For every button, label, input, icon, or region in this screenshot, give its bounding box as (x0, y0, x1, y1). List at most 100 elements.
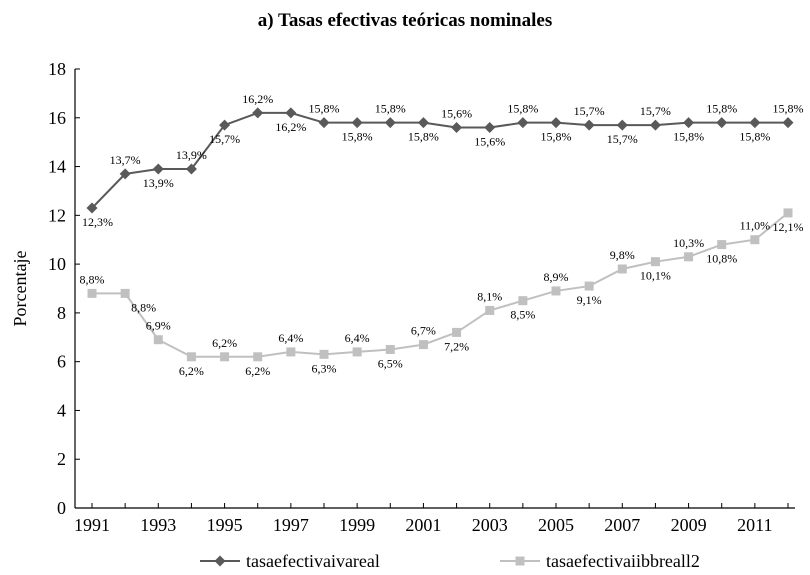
chart-title: a) Tasas efectivas teóricas nominales (257, 10, 553, 31)
data-label: 15,8% (773, 102, 804, 116)
data-point (418, 340, 428, 350)
data-point (550, 117, 562, 129)
series-line-1 (91, 111, 788, 209)
data-point (782, 117, 794, 129)
data-point (617, 264, 627, 274)
x-tick-label: 2009 (671, 515, 707, 535)
data-point (518, 296, 528, 306)
data-label: 6,9% (146, 319, 171, 333)
data-point (385, 344, 395, 354)
x-tick-label: 1999 (339, 515, 375, 535)
data-label: 15,8% (342, 130, 373, 144)
data-label: 15,8% (375, 102, 406, 116)
y-tick-label: 12 (48, 205, 66, 225)
data-label: 6,3% (312, 361, 337, 375)
data-label: 12,3% (82, 215, 113, 229)
data-point (186, 352, 196, 362)
data-label: 7,2% (444, 339, 469, 353)
data-label: 15,7% (574, 104, 605, 118)
data-label: 6,5% (378, 356, 403, 370)
data-point (87, 288, 97, 298)
data-point (683, 117, 695, 129)
legend-marker-2 (515, 556, 525, 566)
x-tick-label: 2005 (538, 515, 574, 535)
data-point (650, 257, 660, 267)
data-label: 8,1% (477, 289, 502, 303)
data-point (717, 240, 727, 250)
data-label: 10,8% (706, 252, 737, 266)
data-label: 9,1% (577, 293, 602, 307)
data-label: 15,7% (607, 132, 638, 146)
y-tick-label: 16 (48, 108, 66, 128)
y-tick-label: 2 (57, 449, 66, 469)
series-line-2 (92, 212, 789, 358)
data-point (417, 117, 429, 129)
data-point (319, 349, 329, 359)
data-label: 6,2% (245, 364, 270, 378)
data-label: 12,1% (773, 220, 804, 234)
data-point (716, 117, 728, 129)
data-point (153, 335, 163, 345)
data-label: 8,8% (80, 272, 105, 286)
data-label: 9,8% (610, 248, 635, 262)
x-tick-label: 1997 (273, 515, 309, 535)
x-tick-label: 2001 (405, 515, 441, 535)
data-point (649, 119, 661, 131)
legend-label-2: tasaefectivaiibbreall2 (546, 551, 700, 571)
data-label: 8,5% (510, 308, 535, 322)
data-point (783, 208, 793, 218)
data-label: 6,4% (345, 331, 370, 345)
data-point (616, 119, 628, 131)
data-label: 6,4% (278, 331, 303, 345)
data-label: 16,2% (275, 120, 306, 134)
x-tick-label: 1991 (74, 515, 110, 535)
data-label: 6,2% (212, 336, 237, 350)
data-point (86, 202, 98, 214)
data-label: 15,8% (673, 130, 704, 144)
data-point (484, 122, 496, 134)
data-point (351, 117, 363, 129)
y-tick-label: 0 (57, 498, 66, 518)
data-label: 15,8% (507, 102, 538, 116)
y-tick-label: 6 (57, 352, 66, 372)
data-label: 11,0% (740, 219, 771, 233)
data-point (219, 119, 231, 131)
y-tick-label: 4 (57, 400, 66, 420)
data-point (220, 352, 230, 362)
data-point (551, 286, 561, 296)
data-label: 15,7% (209, 132, 240, 146)
data-point (185, 163, 197, 175)
x-tick-label: 2011 (737, 515, 772, 535)
data-point (120, 288, 130, 298)
data-point (119, 168, 131, 180)
data-label: 15,6% (474, 135, 505, 149)
legend-label-1: tasaefectivaivareal (246, 551, 380, 571)
data-label: 13,9% (176, 148, 207, 162)
data-point (352, 347, 362, 357)
data-label: 15,6% (441, 107, 472, 121)
x-tick-label: 2003 (472, 515, 508, 535)
data-point (584, 281, 594, 291)
x-tick-label: 2007 (604, 515, 640, 535)
data-label: 15,8% (739, 130, 770, 144)
data-label: 6,2% (179, 364, 204, 378)
data-point (750, 235, 760, 245)
legend-marker-1 (214, 555, 226, 567)
data-point (252, 107, 264, 119)
data-point (253, 352, 263, 362)
data-point (684, 252, 694, 262)
data-label: 16,2% (242, 92, 273, 106)
data-point (452, 327, 462, 337)
y-tick-label: 10 (48, 254, 66, 274)
data-label: 15,8% (706, 102, 737, 116)
data-label: 10,3% (673, 236, 704, 250)
data-point (286, 347, 296, 357)
y-axis-title: Porcentaje (10, 251, 30, 327)
data-point (285, 107, 297, 119)
data-label: 15,8% (408, 130, 439, 144)
y-tick-label: 8 (57, 303, 66, 323)
data-point (749, 117, 761, 129)
data-point (583, 119, 595, 131)
data-label: 15,8% (309, 102, 340, 116)
